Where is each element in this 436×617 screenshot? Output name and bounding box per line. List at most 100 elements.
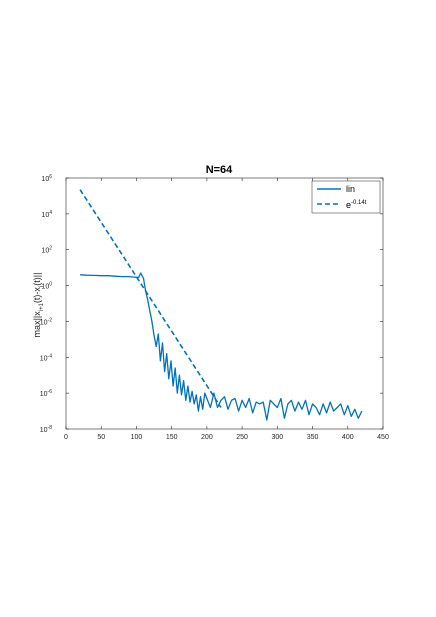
series-point-lin (270, 400, 271, 401)
x-tick-label: 0 (64, 434, 68, 441)
series-point-lin (166, 353, 167, 354)
series-point-lin (170, 360, 171, 361)
series-point-lin (185, 400, 186, 401)
x-tick-label: 450 (377, 434, 389, 441)
series-point-lin (198, 411, 199, 412)
series-point-lin (273, 403, 274, 404)
y-tick-exponent: -2 (48, 317, 53, 323)
y-tick-exponent: -6 (48, 389, 53, 395)
series-point-lin (259, 403, 260, 404)
series-layer (79, 189, 363, 421)
series-point-lin (284, 418, 285, 419)
series-point-lin (175, 367, 176, 368)
series-point-lin (140, 272, 141, 273)
y-tick-base: 10 (40, 427, 48, 434)
legend-box (311, 180, 381, 214)
series-point-lin (204, 393, 205, 394)
x-tick-label: 50 (97, 434, 105, 441)
x-tick-label: 300 (271, 434, 283, 441)
series-point-lin (87, 275, 88, 276)
ylabel-mid: (t)-x (32, 287, 42, 303)
y-tick-base: 10 (40, 391, 48, 398)
y-tick-base: 10 (41, 212, 49, 219)
series-point-lin (194, 403, 195, 404)
series-point-lin (301, 409, 302, 410)
series-point-lin (143, 278, 144, 279)
x-tick-label: 250 (236, 434, 248, 441)
series-point-lin (202, 409, 203, 410)
y-tick-base: 10 (40, 355, 48, 362)
series-point-lin (312, 403, 313, 404)
legend: lin e-0.14t (311, 180, 381, 214)
series-point-lin (162, 342, 163, 343)
series-point-lin (122, 276, 123, 277)
y-tick-exponent: 2 (49, 246, 52, 252)
chart-title: N=64 (206, 164, 233, 176)
series-point-lin (333, 411, 334, 412)
series-point-exp-fit (220, 407, 221, 408)
legend-exp-exponent: -0.14t (351, 200, 367, 206)
series-point-lin (358, 418, 359, 419)
x-tick-label: 200 (201, 434, 213, 441)
series-point-lin (263, 402, 264, 403)
y-tick-label: 100 (41, 282, 52, 291)
x-axis: 0 50 100 150 200 250 300 350 400 450 (64, 178, 389, 441)
series-point-lin (101, 275, 102, 276)
legend-exp-base: e (346, 200, 351, 210)
series-point-exp-fit (80, 189, 81, 190)
y-tick-exponent: 6 (49, 174, 52, 180)
y-tick-base: 10 (41, 176, 49, 183)
series-point-lin (238, 411, 239, 412)
series-point-lin (80, 274, 81, 275)
y-tick-label: 106 (41, 174, 52, 183)
series-point-lin (151, 321, 152, 322)
x-tick-label: 100 (131, 434, 143, 441)
ylabel-sub1: i+1 (39, 302, 45, 311)
series-point-lin (149, 310, 150, 311)
series-point-lin (196, 394, 197, 395)
series-point-lin (200, 396, 201, 397)
series-point-lin (249, 398, 250, 399)
series-point-lin (242, 400, 243, 401)
series-point-lin (344, 414, 345, 415)
y-tick-base: 10 (41, 248, 49, 255)
series-point-lin (189, 402, 190, 403)
series-point-lin (351, 416, 352, 417)
series-point-lin (245, 407, 246, 408)
series-point-lin (108, 275, 109, 276)
svg-text:max||xi+1(t)-xi(t)||: max||xi+1(t)-xi(t)|| (32, 273, 45, 338)
legend-label-exp: e-0.14t (346, 200, 367, 210)
series-line-lin (80, 272, 363, 421)
series-point-lin (308, 414, 309, 415)
series-point-lin (291, 400, 292, 401)
series-point-lin (316, 407, 317, 408)
series-point-lin (231, 400, 232, 401)
series-point-lin (220, 400, 221, 401)
series-point-lin (330, 402, 331, 403)
series-point-lin (160, 360, 161, 361)
y-tick-exponent: -8 (48, 425, 53, 431)
series-point-lin (192, 391, 193, 392)
series-point-lin (280, 398, 281, 399)
series-point-lin (305, 400, 306, 401)
series-point-lin (129, 276, 130, 277)
legend-label-lin: lin (346, 184, 355, 194)
series-point-lin (337, 407, 338, 408)
y-tick-exponent: 0 (49, 282, 52, 288)
series-point-lin (177, 393, 178, 394)
series-point-lin (179, 375, 180, 376)
y-tick-exponent: 4 (49, 210, 52, 216)
y-tick-label: 104 (41, 210, 52, 219)
series-point-lin (210, 407, 211, 408)
series-point-lin (266, 419, 267, 420)
series-point-lin (347, 405, 348, 406)
series-point-lin (361, 411, 362, 412)
ylabel-sub2: i (39, 286, 45, 287)
y-tick-label: 10-2 (40, 317, 52, 326)
series-point-lin (181, 394, 182, 395)
series-point-lin (340, 403, 341, 404)
series-point-lin (164, 371, 165, 372)
series-point-lin (132, 276, 133, 277)
series-point-lin (298, 402, 299, 403)
